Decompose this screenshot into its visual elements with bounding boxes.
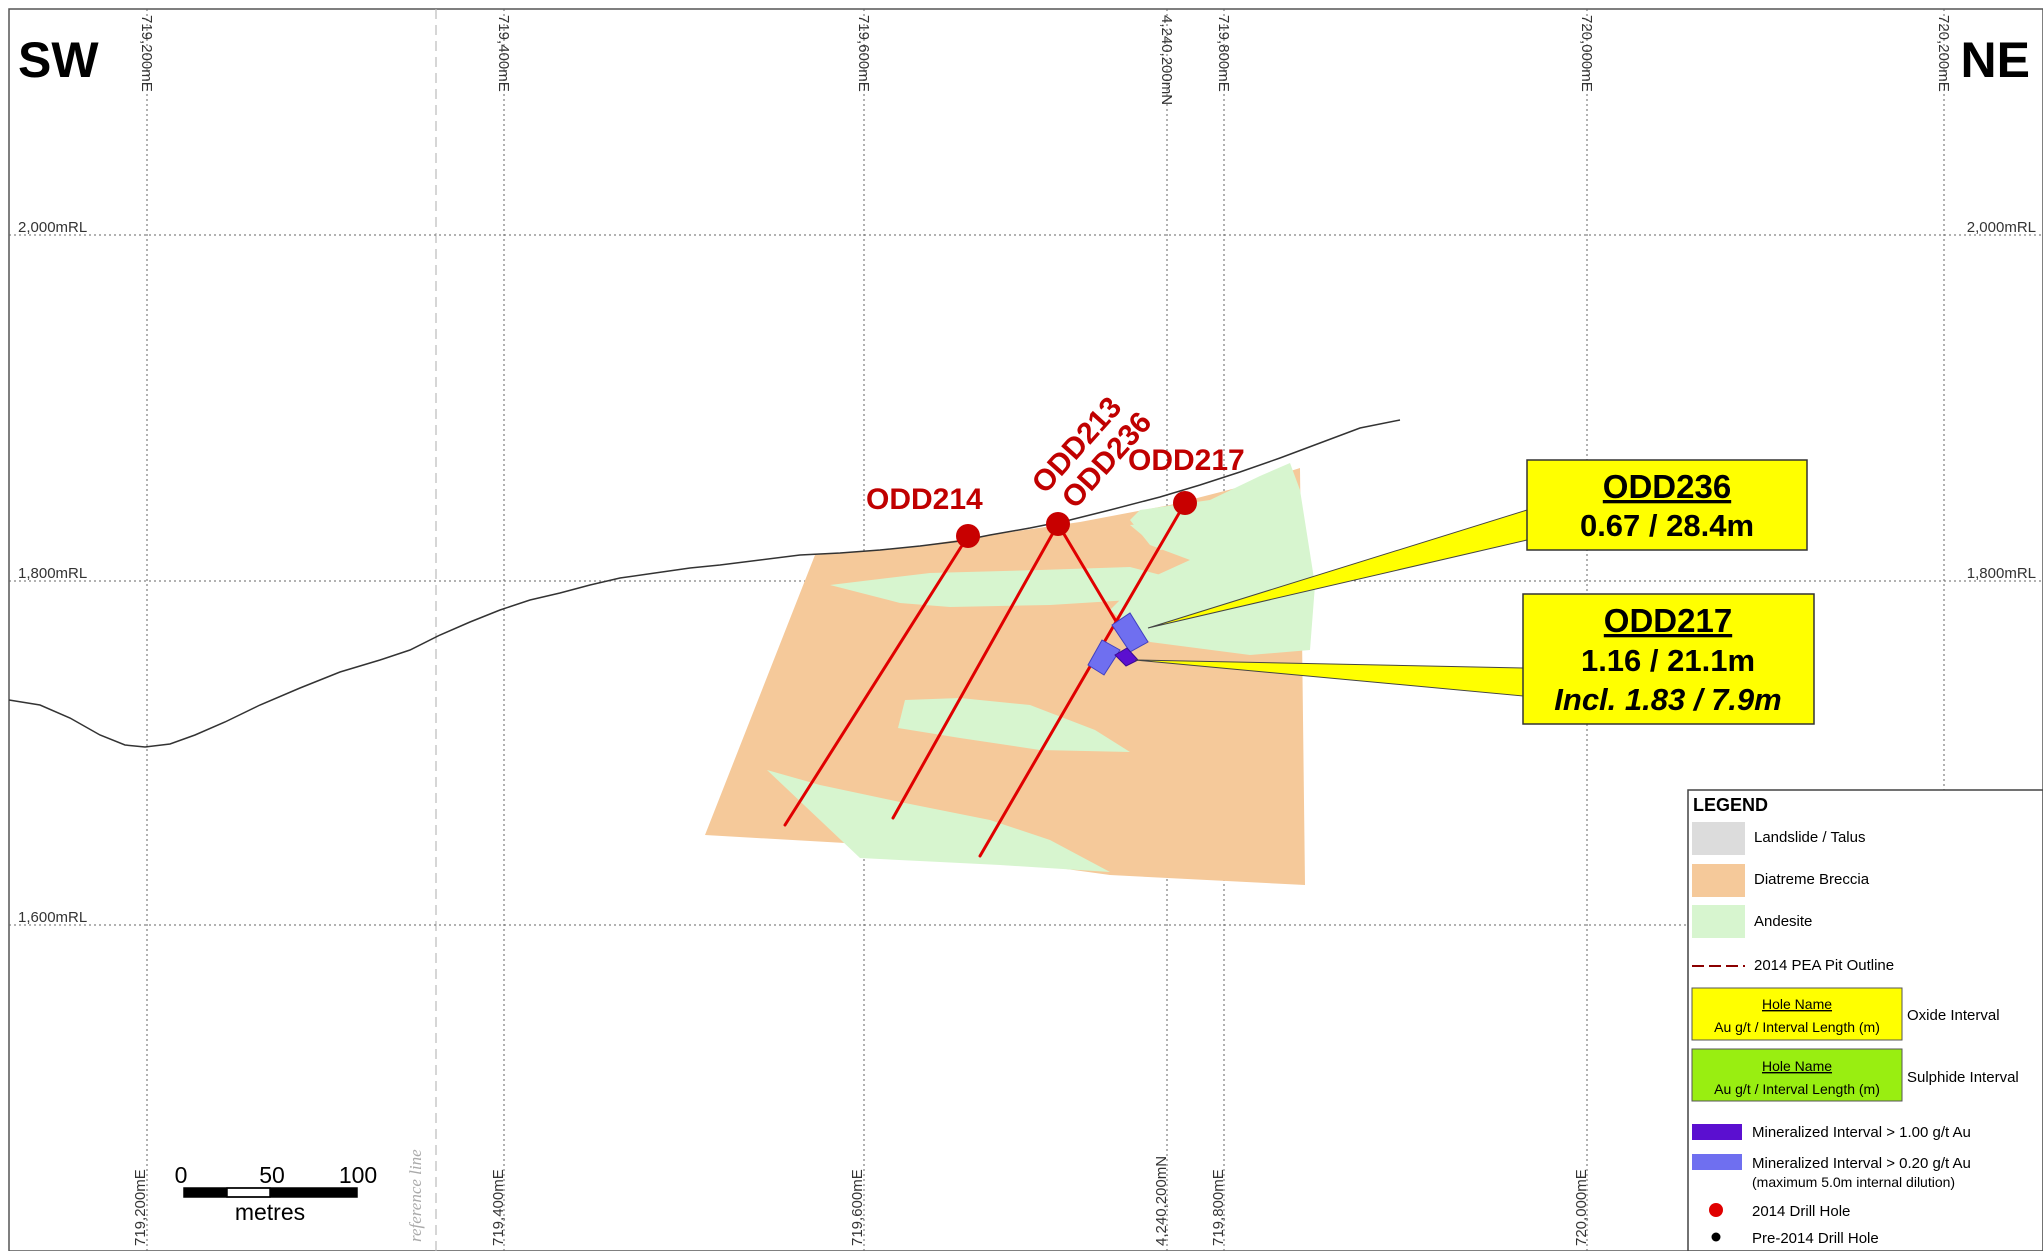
right-label-2000mrl: 2,000mRL	[1967, 219, 2036, 236]
callout-odd236-box	[1526, 459, 1808, 551]
mineralized-interval-odd236	[1111, 612, 1149, 653]
callout-odd217-value: 1.16 / 21.1m	[1581, 643, 1755, 678]
callout-odd236-value: 0.67 / 28.4m	[1580, 508, 1754, 543]
drill-collars	[956, 491, 1197, 548]
legend-label-pre2014-drill: Pre-2014 Drill Hole	[1752, 1230, 1879, 1247]
legend-sublabel-mineralized-low: (maximum 5.0m internal dilution)	[1752, 1174, 1955, 1190]
andesite-main-body	[1110, 463, 1315, 655]
legend-label-landslide: Landslide / Talus	[1754, 829, 1865, 846]
callout-odd217: ODD217 1.16 / 21.1m Incl. 1.83 / 7.9m	[1522, 593, 1815, 725]
callout-odd217-box	[1522, 593, 1815, 725]
legend-title: LEGEND	[1693, 795, 1768, 815]
diatreme-breccia-body	[705, 468, 1305, 885]
bottom-label-720000: 720,000mE	[1573, 1169, 1590, 1246]
callout-odd236-name: ODD236	[1603, 468, 1731, 505]
bottom-grid-labels: 719,200mE 719,400mE 719,600mE 4,240,200m…	[132, 1156, 1590, 1246]
legend-swatch-andesite	[1692, 905, 1745, 938]
legend-label-oxide: Oxide Interval	[1907, 1007, 2000, 1024]
top-label-720000: 720,000mE	[1578, 15, 1595, 92]
compass-sw: SW	[18, 32, 99, 88]
callout-odd217-including: Incl. 1.83 / 7.9m	[1554, 682, 1781, 717]
left-label-2000mrl: 2,000mRL	[18, 219, 87, 236]
scale-tick-100: 100	[339, 1162, 377, 1188]
scale-unit: metres	[235, 1199, 305, 1225]
hole-label-odd217: ODD217	[1128, 444, 1245, 477]
top-label-719200: 719,200mE	[138, 15, 155, 92]
scale-tick-50: 50	[259, 1162, 285, 1188]
legend-label-andesite: Andesite	[1754, 913, 1812, 930]
andesite-lower-lens	[767, 770, 1110, 872]
legend-label-sulphide: Sulphide Interval	[1907, 1069, 2019, 1086]
legend-oxide-box	[1691, 987, 1903, 1041]
scale-tick-0: 0	[175, 1162, 188, 1188]
bottom-label-4240200: 4,240,200mN	[1153, 1156, 1170, 1246]
legend-sulphide-value: Au g/t / Interval Length (m)	[1714, 1081, 1880, 1097]
right-label-1800mrl: 1,800mRL	[1967, 565, 2036, 582]
legend-label-2014-drill: 2014 Drill Hole	[1752, 1203, 1850, 1220]
drill-trace-odd213	[891, 522, 1060, 820]
andesite-upper-lens	[830, 567, 1180, 607]
callout-odd236: ODD236 0.67 / 28.4m	[1526, 459, 1808, 551]
bottom-label-719200: 719,200mE	[132, 1169, 149, 1246]
andesite-middle-lens	[898, 698, 1130, 752]
drill-trace-odd236	[1056, 522, 1122, 630]
andesite-small-lens	[1130, 520, 1195, 550]
legend-symbol-2014-drill	[1709, 1203, 1723, 1217]
top-label-719800: 719,800mE	[1215, 15, 1232, 92]
collar-odd217[interactable]	[1173, 491, 1197, 515]
scale-segment-3	[270, 1188, 357, 1197]
legend-symbol-pre2014-drill	[1711, 1232, 1721, 1242]
scale-segment-2	[226, 1187, 271, 1198]
top-grid-labels: 719,200mE 719,400mE 719,600mE 4,240,200m…	[138, 15, 1952, 105]
collar-odd214[interactable]	[956, 524, 980, 548]
top-label-720200: 720,200mE	[1935, 15, 1952, 92]
legend: LEGEND Landslide / Talus Diatreme Brecci…	[1687, 789, 2043, 1251]
scale-segment-1	[184, 1188, 227, 1197]
top-label-4240200: 4,240,200mN	[1158, 15, 1175, 105]
scale-bar: 0 50 100 metres	[175, 1162, 378, 1225]
bottom-label-719800: 719,800mE	[1210, 1169, 1227, 1246]
mineralized-interval-odd217-low	[1087, 639, 1121, 676]
legend-sulphide-name: Hole Name	[1762, 1058, 1832, 1074]
callout-odd217-name: ODD217	[1604, 602, 1732, 639]
top-label-719400: 719,400mE	[495, 15, 512, 92]
left-label-1800mrl: 1,800mRL	[18, 565, 87, 582]
elevation-labels: 2,000mRL 1,800mRL 1,600mRL 2,000mRL 1,80…	[18, 219, 2036, 926]
drill-traces	[783, 501, 1187, 858]
drill-trace-odd214	[783, 534, 970, 827]
collar-odd213-odd236[interactable]	[1046, 512, 1070, 536]
bottom-label-719400: 719,400mE	[490, 1169, 507, 1246]
hole-label-odd214: ODD214	[866, 483, 983, 516]
compass-ne: NE	[1961, 32, 2030, 88]
scale-outline	[183, 1187, 358, 1198]
left-label-1600mrl: 1,600mRL	[18, 909, 87, 926]
legend-label-mineralized-high: Mineralized Interval > 1.00 g/t Au	[1752, 1124, 1971, 1141]
drill-trace-odd217	[978, 501, 1187, 858]
legend-swatch-landslide	[1692, 822, 1745, 855]
legend-swatch-breccia	[1692, 864, 1745, 897]
legend-swatch-mineralized-low	[1692, 1154, 1742, 1170]
legend-oxide-value: Au g/t / Interval Length (m)	[1714, 1019, 1880, 1035]
legend-swatch-mineralized-high	[1692, 1124, 1742, 1140]
legend-label-pit-outline: 2014 PEA Pit Outline	[1754, 957, 1894, 974]
legend-oxide-name: Hole Name	[1762, 996, 1832, 1012]
reference-line-label: reference line	[406, 1149, 425, 1242]
bottom-label-719600: 719,600mE	[849, 1169, 866, 1246]
legend-label-breccia: Diatreme Breccia	[1754, 871, 1870, 888]
legend-sulphide-box	[1691, 1048, 1903, 1102]
top-label-719600: 719,600mE	[855, 15, 872, 92]
legend-label-mineralized-low: Mineralized Interval > 0.20 g/t Au	[1752, 1155, 1971, 1172]
topographic-surface	[8, 419, 1401, 748]
